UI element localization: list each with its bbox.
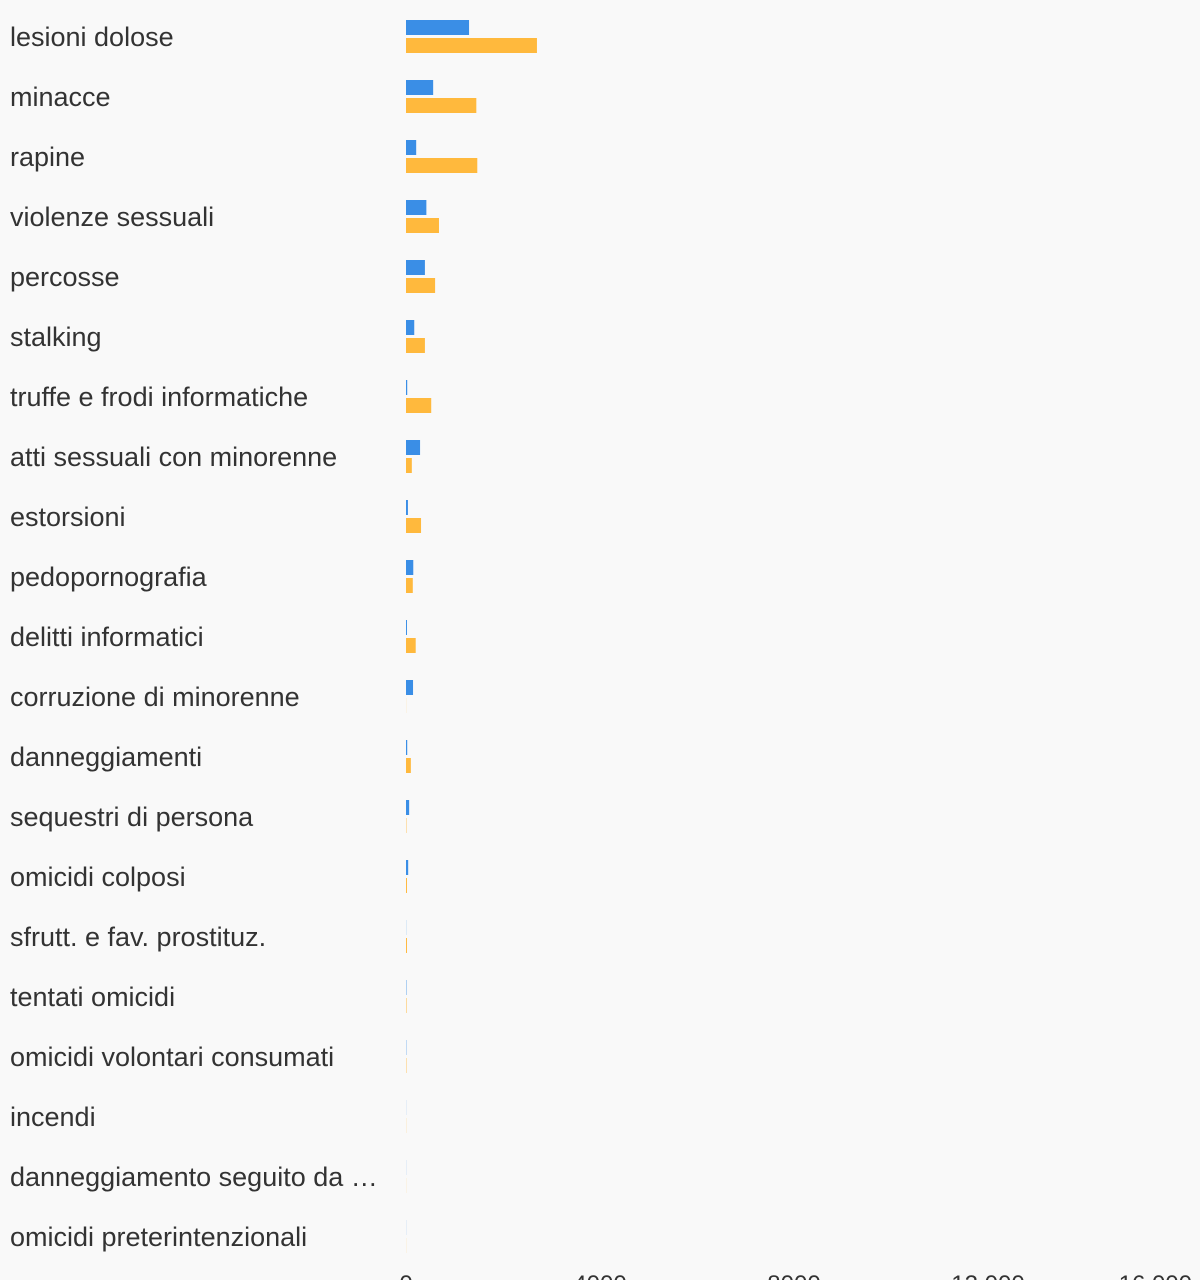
bar-series-2-sfrutt-e-fav-prostituz[interactable] — [406, 938, 407, 953]
bar-series-2-truffe-e-frodi-informatiche[interactable] — [406, 398, 432, 413]
bar-series-1-danneggiamenti[interactable] — [406, 740, 408, 755]
bar-series-2-atti-sessuali-con-minorenne[interactable] — [406, 458, 412, 473]
bar-series-1-atti-sessuali-con-minorenne[interactable] — [406, 440, 421, 455]
bar-series-1-sequestri-di-persona[interactable] — [406, 800, 410, 815]
category-label-violenze-sessuali: violenze sessuali — [10, 202, 214, 232]
category-label-truffe-e-frodi-informatiche: truffe e frodi informatiche — [10, 382, 308, 412]
category-label-omicidi-volontari-consumati: omicidi volontari consumati — [10, 1042, 334, 1072]
bar-series-2-lesioni-dolose[interactable] — [406, 38, 537, 53]
bar-series-1-delitti-informatici[interactable] — [406, 620, 407, 635]
bar-series-2-estorsioni[interactable] — [406, 518, 422, 533]
bar-series-2-percosse[interactable] — [406, 278, 436, 293]
category-label-rapine: rapine — [10, 142, 85, 172]
category-label-estorsioni: estorsioni — [10, 502, 126, 532]
bar-series-1-violenze-sessuali[interactable] — [406, 200, 427, 215]
x-tick-label: 16.000 — [1119, 1271, 1192, 1280]
x-tick-label: 12.000 — [951, 1271, 1024, 1280]
bar-series-1-pedopornografia[interactable] — [406, 560, 414, 575]
bar-series-2-stalking[interactable] — [406, 338, 425, 353]
category-label-pedopornografia: pedopornografia — [10, 562, 208, 592]
category-label-tentati-omicidi: tentati omicidi — [10, 982, 175, 1012]
category-label-danneggiamenti: danneggiamenti — [10, 742, 202, 772]
category-label-atti-sessuali-con-minorenne: atti sessuali con minorenne — [10, 442, 337, 472]
category-label-sequestri-di-persona: sequestri di persona — [10, 802, 254, 832]
category-label-danneggiamento-seguito-da: danneggiamento seguito da … — [10, 1162, 378, 1192]
bar-series-1-percosse[interactable] — [406, 260, 425, 275]
bar-series-1-truffe-e-frodi-informatiche[interactable] — [406, 380, 408, 395]
bar-series-2-omicidi-colposi[interactable] — [406, 878, 407, 893]
bar-series-1-stalking[interactable] — [406, 320, 415, 335]
category-labels: lesioni dolose minacce rapine violenze sess… — [10, 22, 378, 1252]
x-tick-label: 4000 — [573, 1271, 626, 1280]
category-label-stalking: stalking — [10, 322, 102, 352]
bar-series-1-minacce[interactable] — [406, 80, 434, 95]
category-label-percosse: percosse — [10, 262, 120, 292]
category-label-minacce: minacce — [10, 82, 111, 112]
bar-series-2-rapine[interactable] — [406, 158, 478, 173]
category-label-delitti-informatici: delitti informatici — [10, 622, 204, 652]
bar-series-2-violenze-sessuali[interactable] — [406, 218, 439, 233]
x-axis-tick-labels: 0 4000 8000 12.000 16.000 — [399, 1271, 1192, 1280]
category-label-sfrutt-e-fav-prostituz: sfrutt. e fav. prostituz. — [10, 922, 266, 952]
bar-series-1-omicidi-colposi[interactable] — [406, 860, 409, 875]
category-label-omicidi-colposi: omicidi colposi — [10, 862, 186, 892]
bar-series-1-lesioni-dolose[interactable] — [406, 20, 470, 35]
bars — [406, 20, 537, 1253]
bar-series-2-pedopornografia[interactable] — [406, 578, 413, 593]
bar-series-2-minacce[interactable] — [406, 98, 477, 113]
bar-series-1-estorsioni[interactable] — [406, 500, 408, 515]
category-label-lesioni-dolose: lesioni dolose — [10, 22, 174, 52]
bar-series-1-rapine[interactable] — [406, 140, 417, 155]
x-tick-label: 8000 — [767, 1271, 820, 1280]
bar-series-2-delitti-informatici[interactable] — [406, 638, 416, 653]
bar-series-2-danneggiamenti[interactable] — [406, 758, 411, 773]
x-tick-label: 0 — [399, 1271, 412, 1280]
bar-series-1-corruzione-di-minorenne[interactable] — [406, 680, 414, 695]
category-label-omicidi-preterintenzionali: omicidi preterintenzionali — [10, 1222, 307, 1252]
category-label-corruzione-di-minorenne: corruzione di minorenne — [10, 682, 300, 712]
category-label-incendi: incendi — [10, 1102, 96, 1132]
